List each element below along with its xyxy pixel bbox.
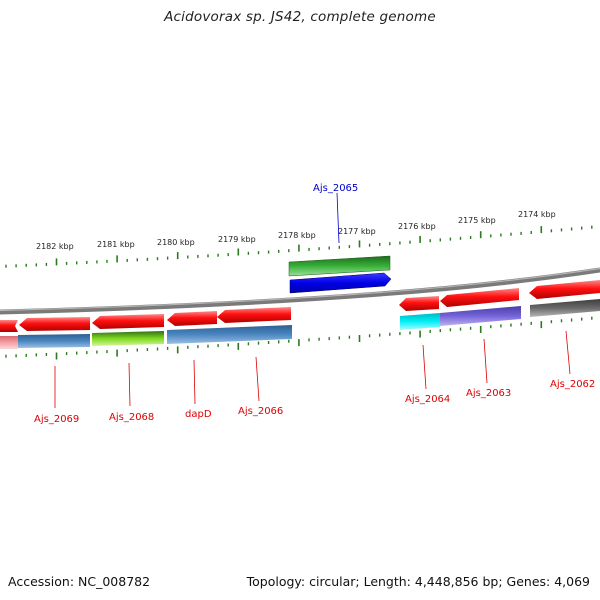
- gene-label-ajs2064[interactable]: Ajs_2064: [405, 394, 450, 405]
- scale-label-2182: 2182 kbp: [36, 242, 74, 251]
- cog-stripe-ajs2063[interactable]: [440, 306, 521, 326]
- gene-ajs2064-arrow[interactable]: [399, 296, 439, 311]
- scale-label-2175: 2175 kbp: [458, 216, 496, 225]
- leader-ajs2066: [255, 356, 260, 402]
- leader-ajs2064: [422, 344, 427, 390]
- scale-label-2181: 2181 kbp: [97, 240, 135, 249]
- gene-label-ajs2063[interactable]: Ajs_2063: [466, 388, 511, 399]
- cog-stripe-ajs2070[interactable]: [0, 336, 18, 349]
- leader-dapd: [193, 359, 196, 405]
- gene-label-ajs2069[interactable]: Ajs_2069: [34, 414, 79, 425]
- gene-label-dapd[interactable]: dapD: [185, 409, 212, 420]
- cog-stripe-ajs2068[interactable]: [92, 331, 164, 346]
- gene-dapd-arrow[interactable]: [167, 311, 217, 326]
- gene-ajs2063-arrow[interactable]: [440, 288, 519, 307]
- backbone-highlight: [0, 267, 600, 312]
- genome-summary-text: Topology: circular; Length: 4,448,856 bp…: [246, 574, 590, 589]
- gene-ajs2065-arrow[interactable]: [289, 272, 392, 294]
- leader-ajs2063: [483, 338, 488, 384]
- gene-label-ajs2068[interactable]: Ajs_2068: [109, 412, 154, 423]
- gene-label-ajs2065[interactable]: Ajs_2065: [313, 183, 358, 194]
- gene-ajs2069-arrow[interactable]: [19, 317, 90, 331]
- cog-stripe-dapd-ajs2066[interactable]: [167, 325, 292, 344]
- gene-ajs2065-cog[interactable]: [288, 255, 391, 277]
- leader-ajs2065: [336, 192, 340, 244]
- gene-label-ajs2062[interactable]: Ajs_2062: [550, 379, 595, 390]
- leader-ajs2068: [128, 362, 131, 407]
- scale-label-2180: 2180 kbp: [157, 238, 195, 247]
- inner-scale-ticks: [5, 316, 593, 360]
- gene-label-ajs2066[interactable]: Ajs_2066: [238, 406, 283, 417]
- scale-label-2179: 2179 kbp: [218, 235, 256, 244]
- gene-ajs2070-arrow[interactable]: [0, 320, 18, 332]
- cog-stripe-ajs2064[interactable]: [400, 313, 440, 330]
- accession-text: Accession: NC_008782: [8, 574, 151, 589]
- scale-label-2177: 2177 kbp: [338, 227, 376, 236]
- gene-ajs2066-arrow[interactable]: [217, 307, 291, 323]
- scale-label-2176: 2176 kbp: [398, 222, 436, 231]
- outer-scale-ticks: [5, 225, 593, 268]
- scale-label-2174: 2174 kbp: [518, 210, 556, 219]
- scale-label-2178: 2178 kbp: [278, 231, 316, 240]
- gene-ajs2062-arrow[interactable]: [529, 280, 600, 299]
- leader-ajs2062: [565, 330, 571, 375]
- map-title: Acidovorax sp. JS42, complete genome: [164, 9, 436, 25]
- cog-stripe-ajs2062[interactable]: [530, 299, 600, 317]
- cog-stripe-ajs2069[interactable]: [18, 334, 90, 348]
- genome-backbone: [0, 267, 600, 315]
- gene-ajs2068-arrow[interactable]: [92, 314, 164, 329]
